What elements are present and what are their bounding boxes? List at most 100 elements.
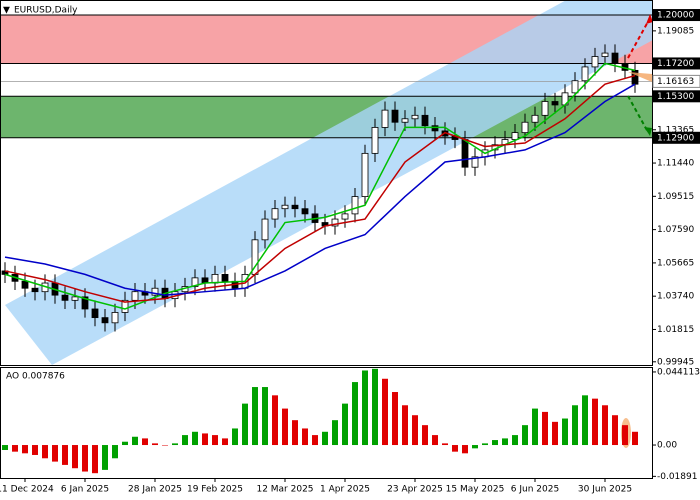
ao-bar bbox=[372, 368, 378, 446]
ao-bar bbox=[402, 405, 408, 446]
candle-body bbox=[191, 277, 199, 287]
candle-body bbox=[601, 52, 609, 57]
x-tick-label: 1 Apr 2025 bbox=[320, 485, 370, 495]
last-price-label: 1.16163 bbox=[657, 77, 694, 87]
symbol-title: EURUSD,Daily bbox=[14, 6, 78, 16]
candle-body bbox=[211, 273, 219, 284]
ao-bar bbox=[242, 403, 248, 446]
ao-bar bbox=[12, 445, 18, 452]
ao-bar bbox=[192, 431, 198, 446]
y-tick-label: 1.05665 bbox=[657, 258, 694, 268]
ao-bar bbox=[112, 445, 118, 459]
candle-body bbox=[221, 273, 229, 282]
ao-bar bbox=[552, 421, 558, 446]
level-label: 1.20000 bbox=[657, 11, 694, 21]
y-tick-label: 1.07590 bbox=[657, 225, 694, 235]
ao-bar bbox=[392, 392, 398, 446]
candle-body bbox=[531, 114, 539, 123]
ao-bar bbox=[92, 445, 98, 474]
ao-bar bbox=[2, 445, 8, 451]
ao-bar bbox=[282, 408, 288, 446]
y-tick-label: 0.99945 bbox=[657, 357, 694, 367]
ao-bar bbox=[452, 445, 458, 452]
x-tick-label: 19 Feb 2025 bbox=[187, 485, 243, 495]
arrow-head bbox=[644, 127, 652, 136]
last-price-box bbox=[652, 74, 700, 88]
ao-bar bbox=[22, 445, 28, 454]
ao-bar bbox=[32, 445, 38, 455]
ao-bar bbox=[102, 445, 108, 470]
candle-body bbox=[401, 118, 409, 123]
ao-bar bbox=[442, 443, 448, 446]
ao-bar bbox=[212, 435, 218, 446]
candle-body bbox=[431, 125, 439, 132]
ao-bar bbox=[492, 440, 498, 446]
ao-bar bbox=[542, 411, 548, 446]
ao-bar bbox=[302, 428, 308, 446]
price-marks bbox=[0, 14, 652, 332]
y-tick-label: 0.044113 bbox=[657, 367, 700, 377]
candle-body bbox=[351, 196, 359, 215]
level-box bbox=[653, 131, 700, 144]
x-tick-label: 11 Dec 2024 bbox=[0, 485, 54, 495]
candle-body bbox=[361, 152, 369, 197]
ao-bar bbox=[382, 378, 388, 446]
ao-bar bbox=[292, 420, 298, 446]
candle-body bbox=[131, 291, 139, 301]
candle-body bbox=[471, 156, 479, 168]
y-tick-label: 1.03740 bbox=[657, 292, 694, 302]
ao-bar bbox=[592, 398, 598, 446]
level-label: 1.15300 bbox=[657, 92, 694, 102]
y-tick-label: 1.01815 bbox=[657, 325, 694, 335]
candle-body bbox=[591, 56, 599, 68]
ao-bar bbox=[72, 445, 78, 469]
ao-bar bbox=[182, 435, 188, 446]
x-tick-label: 6 Jan 2025 bbox=[61, 485, 109, 495]
ao-bar bbox=[512, 435, 518, 446]
ao-bar bbox=[142, 438, 148, 446]
level-box bbox=[653, 90, 700, 103]
ao-bar bbox=[562, 418, 568, 446]
candle-body bbox=[411, 114, 419, 120]
ao-bar bbox=[52, 445, 58, 462]
moving-average bbox=[4, 83, 636, 296]
candle-body bbox=[271, 208, 279, 220]
candle-body bbox=[551, 101, 559, 106]
ao-bar bbox=[322, 431, 328, 446]
y-tick-label: 1.11440 bbox=[657, 159, 694, 169]
ao-bar bbox=[532, 408, 538, 446]
y-tick-label: 1.09515 bbox=[657, 192, 694, 202]
ao-bar bbox=[262, 387, 268, 446]
forecast-up-arrow bbox=[627, 17, 651, 59]
ao-bar bbox=[502, 438, 508, 446]
level-box bbox=[653, 9, 700, 22]
x-tick-label: 15 May 2025 bbox=[446, 485, 505, 495]
ao-bar bbox=[352, 382, 358, 446]
ao-bar bbox=[462, 445, 468, 454]
ao-bar bbox=[612, 415, 618, 446]
ao-bar bbox=[342, 403, 348, 446]
candle-body bbox=[301, 208, 309, 215]
x-tick-label: 23 Apr 2025 bbox=[387, 485, 443, 495]
forecast-fan bbox=[628, 72, 652, 82]
ao-bar bbox=[202, 433, 208, 446]
ao-bar bbox=[522, 425, 528, 446]
ao-bar bbox=[132, 436, 138, 446]
y-tick-label: 1.19085 bbox=[657, 26, 694, 36]
candle-body bbox=[111, 312, 119, 324]
ao-bar bbox=[62, 445, 68, 465]
ao-bar bbox=[222, 438, 228, 446]
candle-body bbox=[521, 121, 529, 134]
menu-arrow[interactable]: ▼ bbox=[3, 6, 10, 16]
x-tick-label: 30 Jun 2025 bbox=[578, 485, 632, 495]
ao-bar bbox=[162, 445, 168, 446]
ao-bar bbox=[412, 415, 418, 446]
candle-body bbox=[91, 308, 99, 319]
x-tick-label: 12 Mar 2025 bbox=[256, 485, 313, 495]
candle-body bbox=[151, 287, 159, 296]
level-box bbox=[653, 57, 700, 70]
x-tick-label: 6 Jun 2025 bbox=[511, 485, 559, 495]
candle-body bbox=[71, 296, 79, 301]
candle-body bbox=[121, 299, 129, 313]
